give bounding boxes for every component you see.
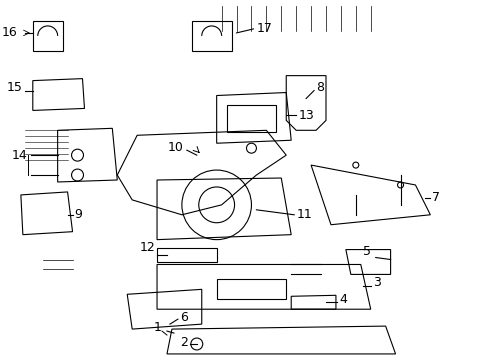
Text: 17: 17 <box>256 22 272 35</box>
Text: 8: 8 <box>315 81 324 94</box>
Text: 1: 1 <box>154 321 162 334</box>
Text: 5: 5 <box>362 245 370 258</box>
Text: 2: 2 <box>180 336 187 348</box>
Text: 10: 10 <box>168 141 183 154</box>
Text: 11: 11 <box>296 208 311 221</box>
Text: 16: 16 <box>2 26 18 39</box>
Text: 4: 4 <box>338 293 346 306</box>
Text: 9: 9 <box>74 208 82 221</box>
Text: 3: 3 <box>372 276 380 289</box>
Text: 6: 6 <box>180 311 187 324</box>
Text: 15: 15 <box>7 81 23 94</box>
Text: 13: 13 <box>299 109 314 122</box>
Text: 7: 7 <box>431 192 440 204</box>
Text: 14: 14 <box>12 149 28 162</box>
Text: 12: 12 <box>139 241 155 254</box>
